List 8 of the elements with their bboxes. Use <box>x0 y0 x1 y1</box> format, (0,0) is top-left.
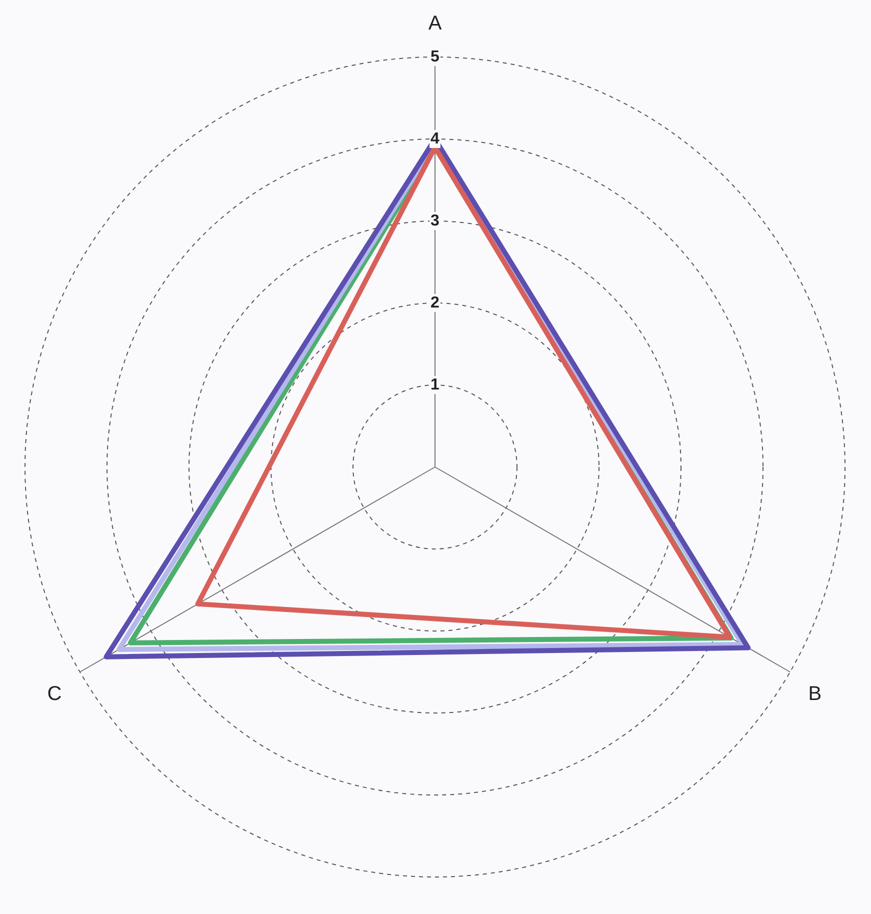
spoke-label: A <box>428 12 442 35</box>
spoke-label: C <box>47 683 62 706</box>
spoke-label: B <box>808 683 822 706</box>
y-tick-label: 3 <box>430 212 440 230</box>
y-tick-label: 5 <box>430 48 440 66</box>
y-tick-label: 1 <box>430 376 440 394</box>
y-tick-label: 2 <box>430 294 440 312</box>
y-tick-label: 4 <box>430 130 440 148</box>
